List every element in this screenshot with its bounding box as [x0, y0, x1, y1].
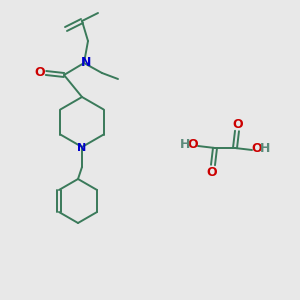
Text: N: N [77, 143, 87, 153]
Text: O: O [207, 166, 217, 178]
Text: O: O [188, 139, 198, 152]
Text: O: O [35, 65, 45, 79]
Text: O: O [233, 118, 243, 130]
Text: H: H [180, 139, 190, 152]
Text: O: O [252, 142, 262, 155]
Text: N: N [81, 56, 91, 68]
Text: H: H [260, 142, 270, 155]
